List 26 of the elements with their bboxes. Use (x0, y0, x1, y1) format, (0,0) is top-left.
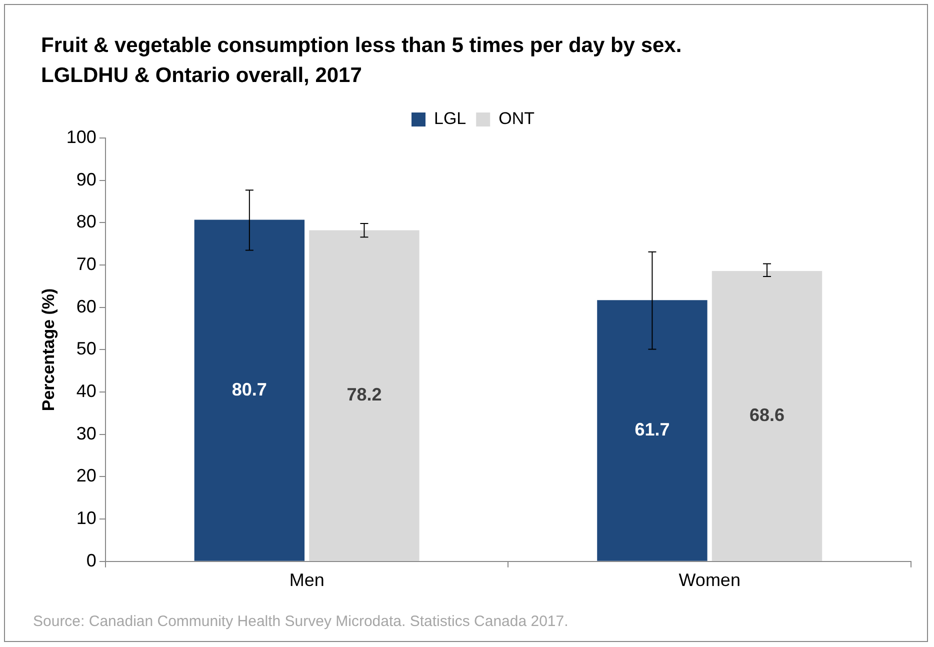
source-note: Source: Canadian Community Health Survey Microdata. Statistics Canada 2017. (33, 613, 568, 630)
y-tick-label: 0 (86, 550, 96, 570)
bar (597, 300, 708, 561)
data-label: 78.2 (346, 384, 382, 405)
y-tick-label: 90 (76, 169, 96, 190)
bar (712, 270, 822, 561)
bar (194, 220, 305, 561)
data-label: 68.6 (749, 404, 785, 425)
y-tick-label: 10 (76, 508, 96, 528)
y-tick-label: 80 (76, 212, 96, 232)
y-tick-label: 20 (76, 466, 96, 486)
x-tick-label: Men (289, 570, 324, 590)
chart-title: Fruit & vegetable consumption less than 5 times per day by sex. LGLDHU & Ontario overall, 2017 (41, 33, 682, 89)
bar (309, 230, 420, 561)
x-tick-label: Women (678, 570, 740, 590)
legend-label: LGL (434, 109, 466, 128)
data-label: 61.7 (634, 420, 670, 440)
legend-label: ONT (498, 109, 535, 128)
y-tick-label: 30 (76, 423, 96, 444)
y-tick-label: 40 (76, 381, 96, 402)
y-axis-title: Percentage (%) (38, 288, 58, 412)
y-tick-label: 70 (76, 254, 96, 274)
y-tick-label: 100 (66, 126, 96, 147)
y-tick-label: 60 (76, 296, 96, 316)
y-tick-label: 50 (76, 338, 96, 359)
data-label: 80.7 (232, 379, 267, 400)
